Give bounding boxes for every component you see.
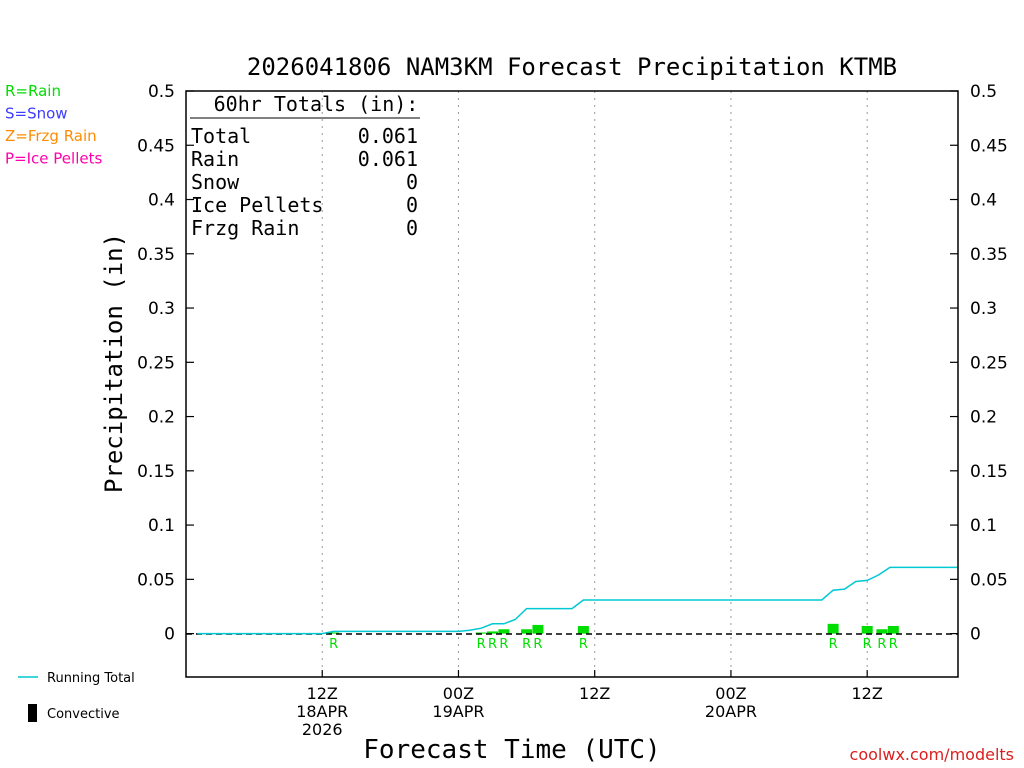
y-tick-label-left: 0.5 bbox=[148, 82, 175, 102]
totals-row-value: 0 bbox=[406, 193, 418, 217]
x-tick-label: 2026 bbox=[302, 720, 343, 739]
y-tick-label-left: 0.35 bbox=[137, 245, 175, 265]
x-tick-label: 12Z bbox=[852, 684, 883, 703]
totals-box: 60hr Totals (in): Total 0.061 Rain 0.061 Sno… bbox=[190, 92, 420, 240]
totals-row-value: 0.061 bbox=[358, 124, 418, 148]
legend-entry: Z=Frzg Rain bbox=[5, 127, 97, 145]
bar-type-label: R bbox=[488, 637, 497, 652]
bar-type-label: R bbox=[877, 637, 886, 652]
bar-type-label: R bbox=[829, 637, 838, 652]
y-tick-label-left: 0.25 bbox=[137, 353, 175, 373]
y-tick-label-left: 0.1 bbox=[148, 516, 175, 536]
bar-type-label: R bbox=[499, 637, 508, 652]
legend-entry: R=Rain bbox=[5, 82, 61, 100]
y-axis-ticks: 0 00.05 0.050.1 0.10.15 0.150.2 0.20.25 0.250.… bbox=[137, 82, 1008, 645]
y-tick-label-right: 0 bbox=[970, 625, 981, 645]
precip-bar bbox=[521, 629, 533, 634]
totals-row-value: 0 bbox=[406, 216, 418, 240]
totals-row-label: Frzg Rain bbox=[191, 216, 299, 240]
y-tick-label-left: 0.2 bbox=[148, 408, 175, 428]
bar-type-label: R bbox=[477, 637, 486, 652]
precip-bar bbox=[487, 631, 499, 634]
y-tick-label-right: 0.1 bbox=[970, 516, 997, 536]
precip-bars bbox=[328, 623, 899, 634]
x-tick-label: 20APR bbox=[705, 702, 757, 721]
y-tick-label-left: 0.15 bbox=[137, 462, 175, 482]
precip-bar bbox=[577, 625, 589, 634]
y-tick-label-right: 0.25 bbox=[970, 353, 1008, 373]
y-tick-label-left: 0.4 bbox=[148, 191, 175, 211]
y-tick-label-right: 0.05 bbox=[970, 570, 1008, 590]
x-tick-label: 00Z bbox=[715, 684, 746, 703]
y-tick-label-right: 0.15 bbox=[970, 462, 1008, 482]
totals-row-label: Snow bbox=[191, 170, 240, 194]
precip-bar bbox=[876, 629, 888, 634]
precip-bar bbox=[887, 625, 899, 634]
precip-type-legend: R=Rain S=Snow Z=Frzg Rain P=Ice Pellets bbox=[5, 82, 102, 168]
x-tick-label: 18APR bbox=[296, 702, 348, 721]
x-tick-label: 19APR bbox=[432, 702, 484, 721]
precip-bar bbox=[827, 623, 839, 634]
y-tick-label-left: 0.05 bbox=[137, 570, 175, 590]
chart-title: 2026041806 NAM3KM Forecast Precipitation… bbox=[247, 53, 897, 81]
y-tick-label-right: 0.35 bbox=[970, 245, 1008, 265]
y-tick-label-left: 0.45 bbox=[137, 136, 175, 156]
running-total-legend-label: Running Total bbox=[47, 671, 135, 686]
y-tick-label-right: 0.4 bbox=[970, 191, 997, 211]
legend-entry: S=Snow bbox=[5, 105, 68, 123]
y-tick-label-right: 0.3 bbox=[970, 299, 997, 319]
bar-type-label: R bbox=[889, 637, 898, 652]
y-tick-label-right: 0.2 bbox=[970, 408, 997, 428]
x-tick-label: 12Z bbox=[307, 684, 338, 703]
y-axis-label: Precipitation (in) bbox=[100, 233, 128, 493]
totals-row-label: Total bbox=[191, 124, 251, 148]
bar-type-label: R bbox=[533, 637, 542, 652]
totals-row-value: 0 bbox=[406, 170, 418, 194]
legend-entry: P=Ice Pellets bbox=[5, 150, 102, 168]
y-tick-label-right: 0.5 bbox=[970, 82, 997, 102]
precip-bar bbox=[498, 629, 510, 634]
precip-bar bbox=[328, 632, 340, 634]
precip-bar bbox=[861, 625, 873, 634]
bar-type-label: R bbox=[579, 637, 588, 652]
bar-type-label: R bbox=[522, 637, 531, 652]
y-tick-label-left: 0.3 bbox=[148, 299, 175, 319]
running-total-line bbox=[197, 566, 958, 635]
totals-row-label: Rain bbox=[191, 147, 239, 171]
grid-lines bbox=[321, 91, 868, 677]
precip-bar bbox=[475, 632, 487, 634]
totals-row-label: Ice Pellets bbox=[191, 193, 323, 217]
totals-header: 60hr Totals (in): bbox=[214, 92, 419, 116]
x-axis-label: Forecast Time (UTC) bbox=[363, 735, 660, 765]
bar-type-label: R bbox=[863, 637, 872, 652]
x-tick-label: 00Z bbox=[443, 684, 474, 703]
y-tick-label-left: 0 bbox=[164, 625, 175, 645]
y-tick-label-right: 0.45 bbox=[970, 136, 1008, 156]
x-tick-label: 12Z bbox=[579, 684, 610, 703]
bar-type-label: R bbox=[329, 637, 338, 652]
convective-legend-swatch bbox=[28, 704, 37, 722]
credit-text: coolwx.com/modelts bbox=[850, 745, 1014, 764]
precip-bar bbox=[532, 624, 544, 634]
plot-frame bbox=[185, 90, 959, 678]
totals-row-value: 0.061 bbox=[358, 147, 418, 171]
convective-legend-label: Convective bbox=[47, 707, 120, 722]
